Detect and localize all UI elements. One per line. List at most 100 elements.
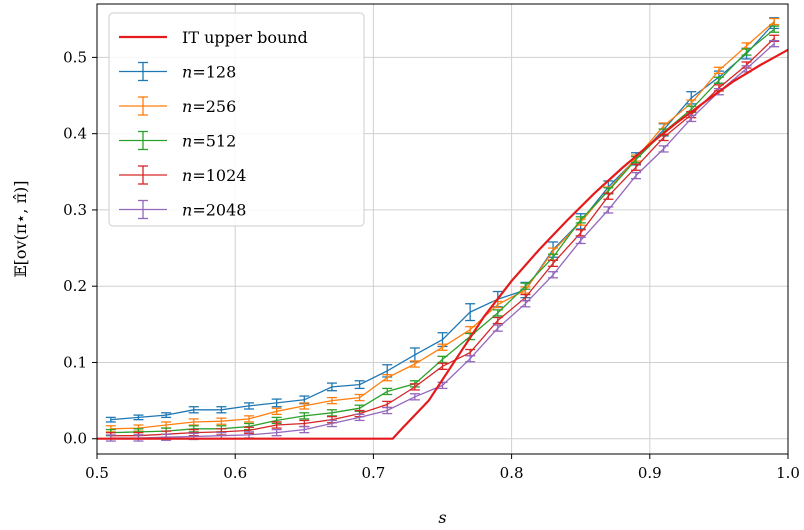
legend-label-var: n <box>182 166 192 185</box>
error-bar <box>713 76 724 84</box>
legend-label-value: =512 <box>192 132 236 151</box>
error-bar <box>630 163 641 171</box>
error-bar <box>326 382 337 392</box>
error-bar <box>465 303 476 322</box>
error-bar <box>271 421 282 429</box>
legend-entry-n-256: n=256 <box>119 96 236 116</box>
error-bar <box>244 402 255 410</box>
error-bar <box>630 171 641 180</box>
plot-frame <box>96 3 789 455</box>
legend-box <box>108 12 365 227</box>
x-tick-label: 0.6 <box>223 464 247 482</box>
error-bar <box>299 425 310 434</box>
legend-label: n=512 <box>182 132 236 151</box>
error-bar <box>769 25 780 33</box>
error-bar <box>216 406 227 414</box>
error-bar <box>271 428 282 437</box>
legend-label: n=2048 <box>182 201 246 220</box>
error-bar <box>520 282 531 290</box>
error-bar <box>188 418 199 426</box>
legend-label-value: =2048 <box>192 201 246 220</box>
error-bar <box>437 355 448 364</box>
x-tick-label: 0.8 <box>500 464 524 482</box>
legend-label-var: n <box>182 201 192 220</box>
y-tick-label: 0.4 <box>63 125 87 143</box>
y-axis-label: 𝔼[ov(π⋆, π̂)] <box>11 180 30 277</box>
y-tick-label: 0.2 <box>63 277 87 295</box>
error-bar <box>409 393 420 401</box>
error-bar <box>382 406 393 415</box>
legend-entry-n-128: n=128 <box>119 61 236 82</box>
error-bar <box>465 354 476 363</box>
error-bar <box>769 17 780 26</box>
y-tick-label: 0.0 <box>63 430 87 448</box>
legend-label-var: n <box>182 97 192 116</box>
error-bar <box>437 362 448 370</box>
error-bar <box>548 259 559 268</box>
legend-label-value: =1024 <box>192 166 246 185</box>
error-bar <box>437 381 448 390</box>
x-tick-label: 0.7 <box>361 464 385 482</box>
error-bar <box>326 409 337 417</box>
error-bar <box>354 393 365 402</box>
x-tick-label: 0.5 <box>85 464 109 482</box>
y-tick-label: 0.5 <box>63 48 87 66</box>
legend-entry-n-512: n=512 <box>119 130 236 151</box>
legend-label: n=128 <box>182 63 236 82</box>
error-bar <box>409 383 420 391</box>
error-bar <box>658 145 669 153</box>
error-bar <box>133 414 144 421</box>
error-bar <box>409 347 420 363</box>
legend-label: n=256 <box>182 97 236 116</box>
y-tick-label: 0.3 <box>63 201 87 219</box>
axis-ticks: 0.5 0.6 0.7 0.8 0.9 1.0 0.0 0.1 0.2 0.3 0.4 0.5 <box>63 48 800 482</box>
error-bar <box>492 309 503 317</box>
legend-entry-n-1024: n=1024 <box>119 165 246 185</box>
legend-entry-n-2048: n=2048 <box>119 199 246 220</box>
error-bar <box>741 48 752 56</box>
error-bar <box>603 192 614 200</box>
error-bar <box>492 324 503 332</box>
error-bar <box>354 413 365 422</box>
x-tick-label: 0.9 <box>638 464 662 482</box>
error-bar <box>437 343 448 351</box>
error-bar <box>492 316 503 325</box>
series-n-2048 <box>105 39 780 442</box>
error-bar <box>575 216 586 224</box>
error-bar <box>603 206 614 214</box>
it-upper-bound-line <box>97 48 788 440</box>
error-bar <box>244 415 255 423</box>
error-bar <box>271 407 282 415</box>
y-tick-label: 0.1 <box>63 353 87 371</box>
error-bar <box>548 271 559 279</box>
error-bar <box>216 417 227 425</box>
error-bar <box>575 236 586 245</box>
error-bar <box>382 387 393 396</box>
plot-area <box>97 17 788 442</box>
legend-label-var: n <box>182 132 192 151</box>
error-bar <box>105 416 116 423</box>
x-axis-label: s <box>438 508 446 527</box>
error-bar <box>686 114 697 123</box>
error-bar <box>713 66 724 75</box>
legend-label-var: n <box>182 63 192 82</box>
error-bar <box>520 300 531 308</box>
error-bar <box>271 398 282 408</box>
error-bar <box>382 374 393 382</box>
error-bar <box>326 419 337 428</box>
legend-label: n=1024 <box>182 166 246 185</box>
error-bar <box>409 360 420 368</box>
error-bar <box>575 229 586 237</box>
legend: IT upper boundn=128n=256n=512n=1024n=204… <box>108 12 365 227</box>
legend-entry-it-upper-bound: IT upper bound <box>119 28 308 47</box>
error-bar <box>299 402 310 410</box>
legend-label-value: =256 <box>192 97 236 116</box>
error-bar <box>769 39 780 48</box>
x-tick-label: 1.0 <box>776 464 800 482</box>
error-bar <box>161 412 172 419</box>
error-bar <box>326 396 337 405</box>
legend-label-value: =128 <box>192 63 236 82</box>
error-bar <box>354 380 365 390</box>
legend-label: IT upper bound <box>182 28 308 47</box>
